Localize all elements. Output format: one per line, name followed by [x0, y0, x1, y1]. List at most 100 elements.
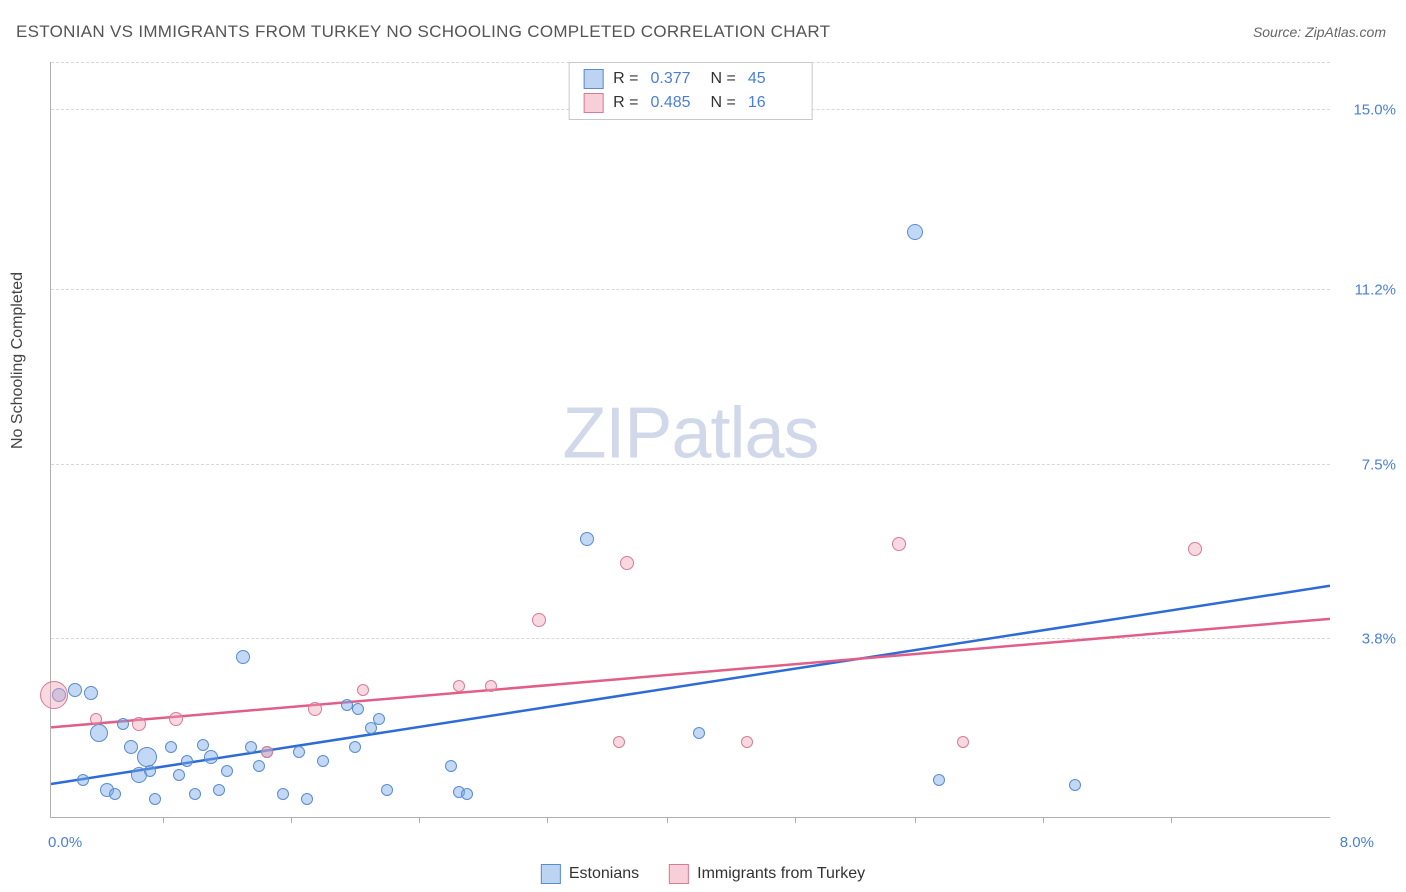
- data-point: [144, 765, 156, 777]
- stat-r-label: R =: [613, 70, 638, 88]
- data-point: [620, 556, 634, 570]
- stat-n-label: N =: [711, 94, 736, 112]
- x-tick: [795, 817, 796, 823]
- watermark-zip: ZIP: [562, 393, 671, 473]
- data-point: [173, 769, 185, 781]
- data-point: [213, 784, 225, 796]
- x-tick: [163, 817, 164, 823]
- data-point: [137, 747, 157, 767]
- data-point: [301, 793, 313, 805]
- data-point: [532, 613, 546, 627]
- data-point: [204, 750, 218, 764]
- data-point: [352, 703, 364, 715]
- stat-n-label: N =: [711, 70, 736, 88]
- data-point: [68, 683, 82, 697]
- data-point: [445, 760, 457, 772]
- data-point: [253, 760, 265, 772]
- watermark-atlas: atlas: [671, 393, 818, 473]
- stat-r-label: R =: [613, 94, 638, 112]
- data-point: [90, 713, 102, 725]
- data-point: [1069, 779, 1081, 791]
- data-point: [236, 650, 250, 664]
- legend-label-estonians: Estonians: [569, 865, 639, 883]
- data-point: [169, 712, 183, 726]
- data-point: [485, 680, 497, 692]
- data-point: [293, 746, 305, 758]
- data-point: [381, 784, 393, 796]
- gridline: 11.2%: [51, 289, 1330, 290]
- legend: Estonians Immigrants from Turkey: [541, 864, 865, 884]
- data-point: [117, 718, 129, 730]
- data-point: [261, 746, 273, 758]
- stat-n-value-0: 45: [748, 70, 798, 88]
- plot-area: ZIPatlas 3.8%7.5%11.2%15.0% R = 0.377 N …: [50, 62, 1330, 818]
- legend-swatch-pink: [669, 864, 689, 884]
- data-point: [373, 713, 385, 725]
- data-point: [933, 774, 945, 786]
- data-point: [580, 532, 594, 546]
- data-point: [84, 686, 98, 700]
- stat-r-value-0: 0.377: [651, 70, 701, 88]
- stats-row-turkey: R = 0.485 N = 16: [583, 91, 798, 115]
- data-point: [907, 224, 923, 240]
- x-axis-max-label: 8.0%: [1340, 834, 1374, 851]
- legend-swatch-blue: [541, 864, 561, 884]
- swatch-pink: [583, 93, 603, 113]
- y-tick-label: 3.8%: [1362, 631, 1396, 648]
- data-point: [341, 699, 353, 711]
- stat-n-value-1: 16: [748, 94, 798, 112]
- data-point: [349, 741, 361, 753]
- data-point: [461, 788, 473, 800]
- data-point: [693, 727, 705, 739]
- x-tick: [291, 817, 292, 823]
- stats-box: R = 0.377 N = 45 R = 0.485 N = 16: [568, 62, 813, 120]
- y-tick-label: 7.5%: [1362, 456, 1396, 473]
- data-point: [77, 774, 89, 786]
- data-point: [90, 724, 108, 742]
- data-point: [40, 681, 68, 709]
- data-point: [189, 788, 201, 800]
- x-tick: [1043, 817, 1044, 823]
- data-point: [277, 788, 289, 800]
- data-point: [132, 717, 146, 731]
- legend-item-turkey: Immigrants from Turkey: [669, 864, 865, 884]
- data-point: [1188, 542, 1202, 556]
- x-tick: [667, 817, 668, 823]
- stats-row-estonians: R = 0.377 N = 45: [583, 67, 798, 91]
- x-tick: [547, 817, 548, 823]
- data-point: [149, 793, 161, 805]
- data-point: [892, 537, 906, 551]
- data-point: [109, 788, 121, 800]
- data-point: [165, 741, 177, 753]
- x-axis-min-label: 0.0%: [48, 834, 82, 851]
- data-point: [308, 702, 322, 716]
- watermark: ZIPatlas: [562, 392, 818, 474]
- x-tick: [915, 817, 916, 823]
- chart-title: ESTONIAN VS IMMIGRANTS FROM TURKEY NO SC…: [16, 22, 830, 42]
- x-tick: [419, 817, 420, 823]
- legend-label-turkey: Immigrants from Turkey: [697, 865, 865, 883]
- gridline: 7.5%: [51, 464, 1330, 465]
- data-point: [221, 765, 233, 777]
- swatch-blue: [583, 69, 603, 89]
- y-tick-label: 11.2%: [1355, 281, 1396, 298]
- x-tick: [1171, 817, 1172, 823]
- trend-lines: [51, 62, 1330, 817]
- data-point: [957, 736, 969, 748]
- stat-r-value-1: 0.485: [651, 94, 701, 112]
- trend-line: [51, 586, 1330, 784]
- source-credit: Source: ZipAtlas.com: [1253, 24, 1386, 40]
- data-point: [124, 740, 138, 754]
- gridline: 3.8%: [51, 638, 1330, 639]
- trend-line: [51, 619, 1330, 728]
- data-point: [197, 739, 209, 751]
- data-point: [245, 741, 257, 753]
- legend-item-estonians: Estonians: [541, 864, 639, 884]
- data-point: [741, 736, 753, 748]
- data-point: [613, 736, 625, 748]
- y-tick-label: 15.0%: [1353, 102, 1396, 119]
- data-point: [453, 680, 465, 692]
- data-point: [317, 755, 329, 767]
- data-point: [357, 684, 369, 696]
- y-axis-title: No Schooling Completed: [9, 272, 27, 449]
